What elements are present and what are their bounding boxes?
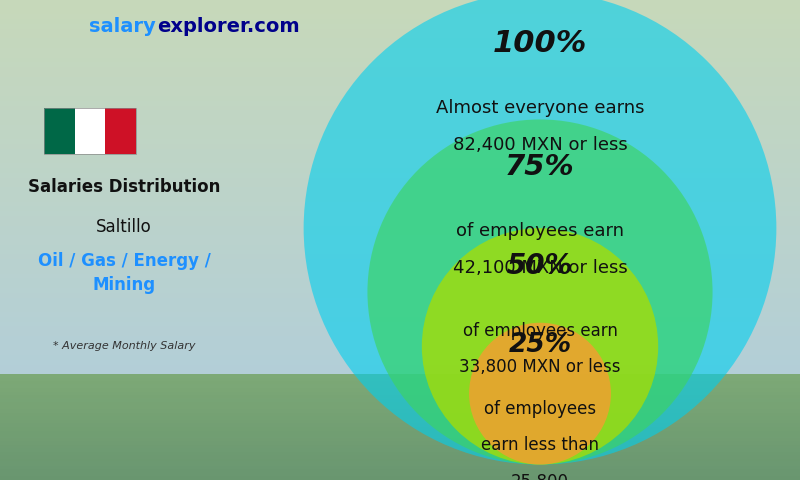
- Circle shape: [304, 0, 776, 465]
- Text: of employees: of employees: [484, 399, 596, 418]
- Text: explorer.com: explorer.com: [157, 17, 299, 36]
- Text: Salaries Distribution: Salaries Distribution: [28, 178, 220, 196]
- Text: 82,400 MXN or less: 82,400 MXN or less: [453, 136, 627, 154]
- Bar: [44, 108, 136, 154]
- Circle shape: [422, 228, 658, 465]
- Text: of employees earn: of employees earn: [462, 322, 618, 339]
- Text: 100%: 100%: [493, 29, 587, 58]
- Bar: [74, 108, 106, 154]
- Text: 25%: 25%: [509, 332, 571, 358]
- Text: 25,800: 25,800: [511, 473, 569, 480]
- Bar: [44, 108, 74, 154]
- Text: 50%: 50%: [507, 252, 573, 280]
- Bar: [106, 108, 136, 154]
- Circle shape: [367, 120, 713, 465]
- Text: Oil / Gas / Energy /
Mining: Oil / Gas / Energy / Mining: [38, 252, 210, 294]
- Text: * Average Monthly Salary: * Average Monthly Salary: [53, 341, 195, 351]
- Text: Saltillo: Saltillo: [96, 218, 152, 236]
- Text: salary: salary: [90, 17, 156, 36]
- Text: of employees earn: of employees earn: [456, 222, 624, 240]
- Text: 42,100 MXN or less: 42,100 MXN or less: [453, 259, 627, 277]
- Text: 75%: 75%: [505, 153, 575, 181]
- Text: earn less than: earn less than: [481, 436, 599, 454]
- Circle shape: [469, 323, 611, 465]
- Text: 33,800 MXN or less: 33,800 MXN or less: [459, 358, 621, 376]
- Text: Almost everyone earns: Almost everyone earns: [436, 99, 644, 118]
